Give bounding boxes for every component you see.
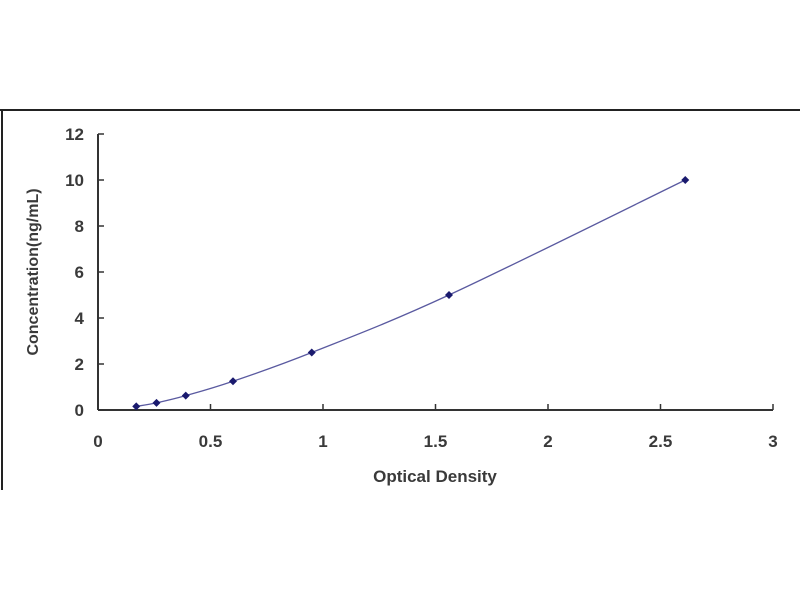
x-axis-label: Optical Density xyxy=(373,467,497,486)
x-tick-label: 2.5 xyxy=(649,432,673,451)
x-tick-label: 1.5 xyxy=(424,432,448,451)
x-tick-label: 3 xyxy=(768,432,777,451)
y-tick-label: 6 xyxy=(75,263,84,282)
x-tick-label: 0.5 xyxy=(199,432,223,451)
data-point xyxy=(152,398,161,407)
data-point xyxy=(681,176,690,184)
fit-curve xyxy=(136,179,686,408)
y-tick-label: 4 xyxy=(75,309,85,328)
data-point xyxy=(307,348,316,357)
y-tick-label: 8 xyxy=(75,217,84,236)
y-tick-label: 12 xyxy=(65,125,84,144)
data-point xyxy=(445,291,453,299)
y-tick-label: 10 xyxy=(65,171,84,190)
y-tick-label: 0 xyxy=(75,401,84,420)
data-point xyxy=(132,402,141,411)
x-tick-label: 0 xyxy=(93,432,102,451)
data-point xyxy=(181,391,190,400)
y-tick-label: 2 xyxy=(75,355,84,374)
x-tick-label: 1 xyxy=(318,432,327,451)
x-tick-label: 2 xyxy=(543,432,552,451)
data-point xyxy=(229,377,237,386)
y-axis-label: Concentration(ng/mL) xyxy=(25,188,42,355)
